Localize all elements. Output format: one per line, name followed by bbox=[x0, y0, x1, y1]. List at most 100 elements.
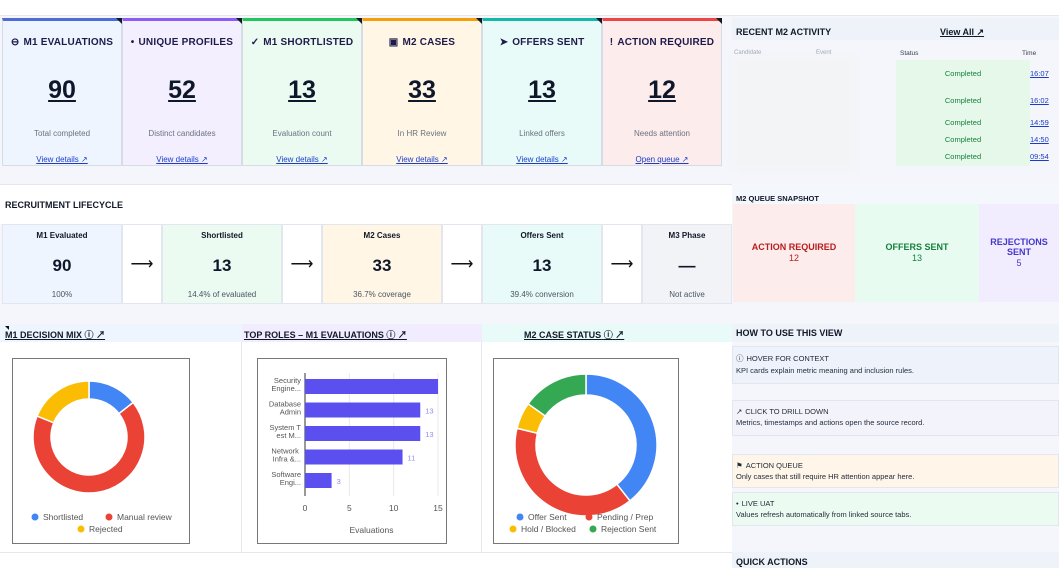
bar[interactable] bbox=[305, 449, 403, 465]
stage-value: 33 bbox=[372, 256, 392, 275]
kpi-details-link[interactable]: View details ↗ bbox=[276, 155, 328, 164]
lifecycle-stage[interactable]: M3 Phase — Not active bbox=[642, 224, 732, 304]
bar[interactable] bbox=[305, 426, 421, 441]
queue-card-value: 12 bbox=[788, 253, 799, 263]
case-status-title[interactable]: M2 CASE STATUS ⓘ ↗ bbox=[524, 330, 625, 340]
top-roles-chart: Security Engine... Database Admin 13 System… bbox=[269, 373, 443, 535]
data-label: 11 bbox=[408, 454, 416, 463]
kpi-details-link[interactable]: View details ↗ bbox=[516, 155, 568, 164]
howto-item-desc: Metrics, timestamps and actions open the… bbox=[736, 418, 925, 427]
kpi-card[interactable]: ! ACTION REQUIRED 12 Needs attention Open qu… bbox=[602, 18, 722, 166]
x-tick-label: 0 bbox=[303, 503, 308, 513]
kpi-value[interactable]: 13 bbox=[288, 76, 316, 104]
kpi-value[interactable]: 90 bbox=[48, 76, 76, 104]
howto-item-desc: KPI cards explain metric meaning and inc… bbox=[736, 366, 915, 375]
info-icon[interactable]: ⓘ bbox=[386, 330, 396, 340]
lifecycle-stage[interactable]: Shortlisted 13 14.4% of evaluated bbox=[162, 224, 282, 304]
howto-item-title-text: HOVER FOR CONTEXT bbox=[746, 354, 830, 363]
x-tick-label: 5 bbox=[347, 503, 352, 513]
donut-slice[interactable] bbox=[514, 427, 631, 517]
legend-label: Hold / Blocked bbox=[521, 524, 576, 534]
howto-item: • LIVE UAT Values refresh automatically fr… bbox=[732, 492, 1059, 526]
kpi-card[interactable]: ➤ OFFERS SENT 13 Linked offers View details … bbox=[482, 18, 602, 166]
activity-time-link[interactable]: 09:54 bbox=[1030, 152, 1049, 161]
howto-item-title: • LIVE UAT bbox=[736, 499, 1058, 508]
info-icon[interactable]: ⓘ bbox=[84, 330, 94, 340]
activity-time-link[interactable]: 16:02 bbox=[1030, 96, 1049, 105]
howto-item-title-text: LIVE UAT bbox=[741, 499, 775, 508]
activity-time-link[interactable]: 16:07 bbox=[1030, 69, 1049, 78]
legend-marker bbox=[77, 525, 85, 533]
corner-marker bbox=[476, 18, 482, 24]
queue-title: M2 QUEUE SNAPSHOT bbox=[736, 194, 819, 203]
check-icon: ✓ bbox=[250, 37, 260, 48]
queue-card[interactable]: OFFERS SENT 13 bbox=[855, 204, 979, 302]
howto-item-title-text: CLICK TO DRILL DOWN bbox=[745, 407, 829, 416]
queue-card[interactable]: REJECTIONS SENT 5 bbox=[979, 204, 1059, 302]
kpi-subtitle: In HR Review bbox=[397, 129, 447, 138]
col-time: Time bbox=[1022, 50, 1037, 57]
donut-slice[interactable] bbox=[585, 373, 658, 502]
lifecycle-title: RECRUITMENT LIFECYCLE bbox=[5, 200, 123, 210]
kpi-card[interactable]: ✓ M1 SHORTLISTED 13 Evaluation count View de… bbox=[242, 18, 362, 166]
category-label: Software Engi... bbox=[271, 470, 301, 487]
x-axis-label: Evaluations bbox=[350, 525, 394, 535]
donut-slice[interactable] bbox=[32, 401, 146, 494]
donut-slice[interactable] bbox=[527, 373, 587, 418]
kpi-subtitle: Distinct candidates bbox=[148, 129, 216, 138]
info-icon[interactable]: ⓘ bbox=[603, 330, 613, 340]
kpi-card[interactable]: ⊖ M1 EVALUATIONS 90 Total completed View det… bbox=[2, 18, 122, 166]
howto-item-desc: Only cases that still require HR attenti… bbox=[736, 472, 915, 481]
kpi-title-text: UNIQUE PROFILES bbox=[138, 37, 234, 48]
howto-item-title: ↗ CLICK TO DRILL DOWN bbox=[736, 407, 1058, 416]
queue-card[interactable]: ACTION REQUIRED 12 bbox=[733, 204, 855, 302]
legend-marker bbox=[509, 525, 517, 533]
data-label: 13 bbox=[425, 430, 433, 439]
bar[interactable] bbox=[305, 473, 332, 488]
status-column-bg bbox=[896, 60, 1030, 166]
bar[interactable] bbox=[305, 379, 438, 394]
donut-slice[interactable] bbox=[36, 380, 90, 424]
decision-mix-title[interactable]: M1 DECISION MIX ⓘ ↗ bbox=[5, 330, 106, 340]
lifecycle-header-bar bbox=[0, 184, 732, 224]
open-icon[interactable]: ↗ bbox=[397, 330, 407, 340]
queue-header-bar bbox=[732, 184, 1059, 204]
legend-marker bbox=[589, 525, 597, 533]
kpi-details-link[interactable]: View details ↗ bbox=[396, 155, 448, 164]
kpi-details-link[interactable]: View details ↗ bbox=[36, 155, 88, 164]
lifecycle-stage[interactable]: Offers Sent 13 39.4% conversion bbox=[482, 224, 602, 304]
open-icon[interactable]: ↗ bbox=[615, 330, 625, 340]
kpi-value[interactable]: 12 bbox=[648, 76, 676, 104]
arrow-right-icon: ⟶ bbox=[442, 224, 482, 304]
kpi-card[interactable]: • UNIQUE PROFILES 52 Distinct candidates Vie… bbox=[122, 18, 242, 166]
arrow-right-icon: ⟶ bbox=[122, 224, 162, 304]
kpi-details-link[interactable]: Open queue ↗ bbox=[635, 155, 689, 164]
kpi-title: ⊖ M1 EVALUATIONS bbox=[3, 37, 121, 48]
kpi-title: ➤ OFFERS SENT bbox=[483, 37, 601, 48]
top-roles-title[interactable]: TOP ROLES – M1 EVALUATIONS ⓘ ↗ bbox=[244, 330, 407, 340]
kpi-card[interactable]: ▣ M2 CASES 33 In HR Review View details ↗ bbox=[362, 18, 482, 166]
lifecycle-stage[interactable]: M1 Evaluated 90 100% bbox=[2, 224, 122, 304]
stage-value: 13 bbox=[212, 256, 232, 275]
stage-subtitle: Not active bbox=[669, 290, 705, 299]
legend-marker bbox=[516, 513, 524, 521]
queue-card-label: OFFERS SENT bbox=[885, 242, 949, 252]
open-icon[interactable]: ↗ bbox=[96, 330, 106, 340]
view-all-link[interactable]: View All ↗ bbox=[940, 27, 985, 37]
arrow-right-icon: ⟶ bbox=[602, 224, 642, 304]
activity-status: Completed bbox=[944, 69, 982, 78]
activity-header-bar bbox=[732, 18, 1059, 40]
activity-time-link[interactable]: 14:50 bbox=[1030, 135, 1049, 144]
decision-mix-frame: Shortlisted Manual review Rejected bbox=[12, 358, 190, 544]
stage-subtitle: 36.7% coverage bbox=[353, 290, 411, 299]
kpi-details-link[interactable]: View details ↗ bbox=[156, 155, 208, 164]
kpi-value[interactable]: 13 bbox=[528, 76, 556, 104]
activity-status: Completed bbox=[944, 135, 982, 144]
kpi-value[interactable]: 33 bbox=[408, 76, 436, 104]
activity-time-link[interactable]: 14:59 bbox=[1030, 118, 1049, 127]
kpi-value[interactable]: 52 bbox=[168, 76, 196, 104]
bar[interactable] bbox=[305, 402, 421, 418]
howto-item-icon: • bbox=[736, 499, 739, 508]
lifecycle-stage[interactable]: M2 Cases 33 36.7% coverage bbox=[322, 224, 442, 304]
